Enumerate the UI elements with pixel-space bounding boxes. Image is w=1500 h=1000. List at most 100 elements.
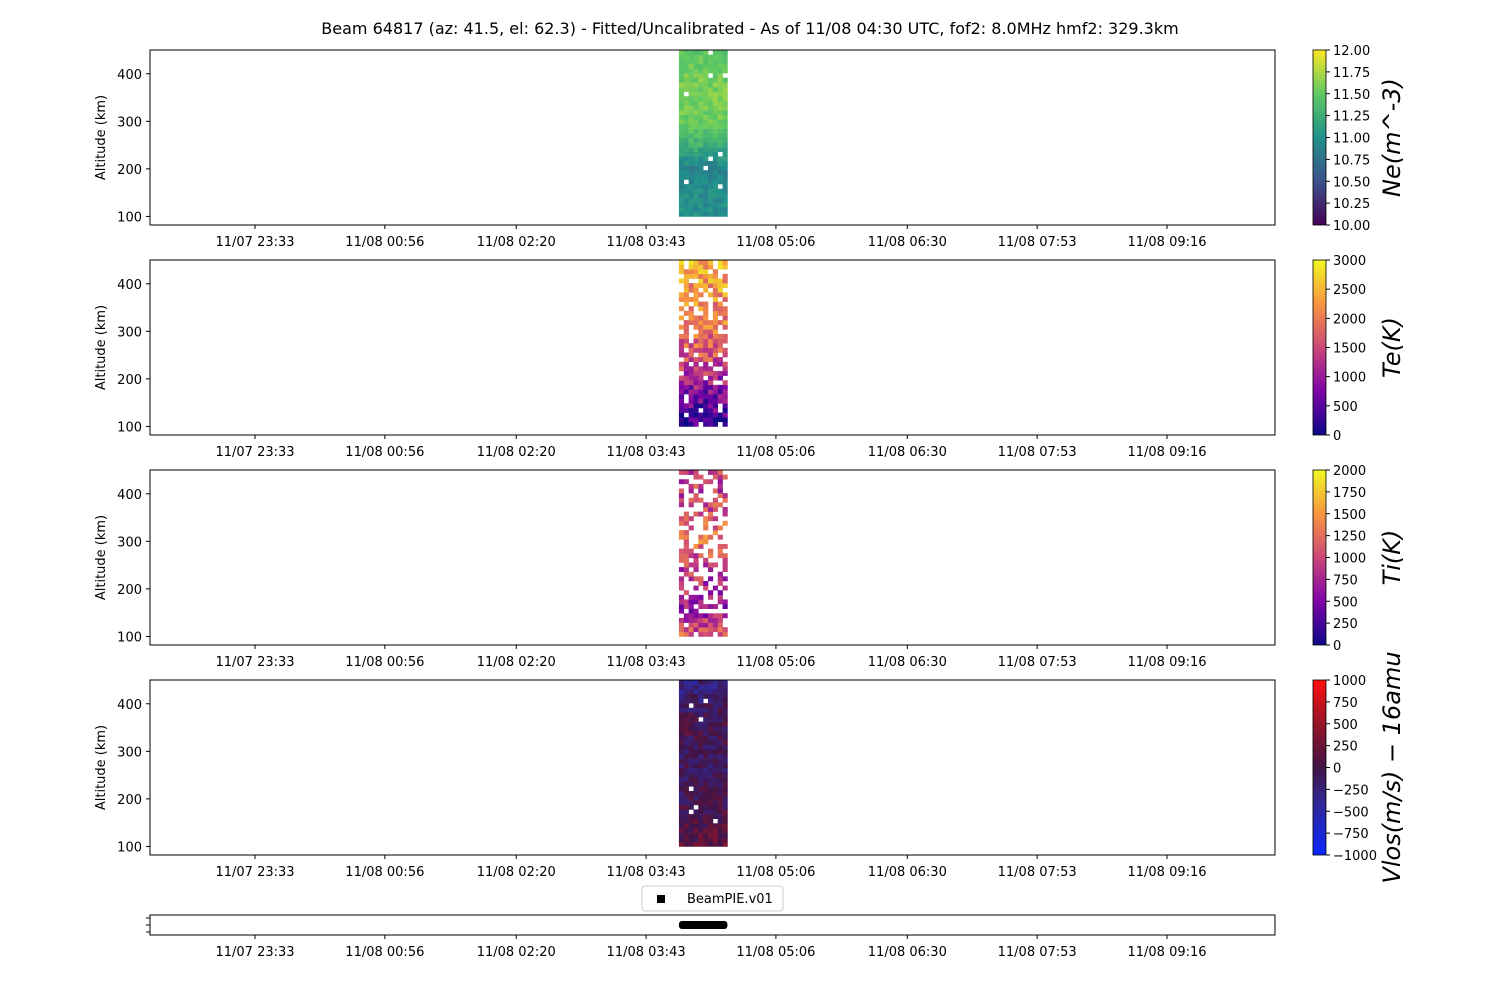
- te-panel-cell: [722, 306, 728, 312]
- vlos-panel-cell: [703, 703, 709, 709]
- vlos-panel-cell: [722, 777, 728, 783]
- ne-panel-cell: [722, 151, 728, 157]
- ne-panel-cell: [678, 123, 685, 129]
- ne-panel-cell: [708, 179, 714, 185]
- vlos-panel-cell: [717, 735, 723, 741]
- ti-panel-cell: [688, 622, 694, 628]
- ne-panel-cell: [722, 133, 728, 139]
- vlos-panel-cell: [688, 689, 694, 695]
- te-panel-cell: [722, 380, 728, 386]
- te-panel-colorbar-tick-label: 2000: [1333, 312, 1366, 327]
- ti-panel-axes-frame: [149, 469, 1276, 646]
- te-panel-cell: [693, 361, 699, 367]
- te-panel-ytick-label: 200: [117, 373, 142, 388]
- ne-panel-cell: [683, 110, 689, 116]
- te-panel-cell: [703, 343, 709, 349]
- vlos-panel-cell: [693, 781, 699, 787]
- ne-panel-cell: [678, 142, 685, 148]
- ne-panel-cell: [693, 207, 699, 213]
- te-panel-cell: [688, 287, 694, 293]
- ne-panel-cell: [712, 91, 719, 97]
- te-panel-cell: [698, 347, 704, 353]
- ti-panel-cell: [698, 627, 704, 633]
- vlos-panel-cell: [678, 777, 685, 783]
- vlos-panel-colorbar-label: Vlos(m/s) − 16amu: [1378, 651, 1406, 883]
- te-panel-cell: [708, 343, 714, 349]
- vlos-panel-cell: [693, 716, 699, 722]
- te-panel-cell: [698, 260, 704, 265]
- ne-panel-cell: [693, 128, 699, 134]
- ti-panel-cell: [708, 576, 714, 582]
- te-panel-cell: [712, 407, 719, 413]
- experiment-panel-xtick-label: 11/08 03:43: [607, 945, 686, 960]
- vlos-panel-cell: [678, 698, 685, 704]
- te-panel-cell: [703, 398, 709, 404]
- te-panel-cell: [693, 296, 699, 302]
- ne-panel-cell: [708, 174, 714, 180]
- te-panel-cell: [678, 394, 685, 399]
- ne-panel-cell: [712, 123, 719, 129]
- ne-panel-cell: [708, 211, 714, 217]
- vlos-panel-cell: [698, 790, 704, 796]
- ne-panel-cell: [722, 91, 728, 97]
- ne-panel-cell: [703, 211, 709, 217]
- te-panel-cell: [712, 389, 719, 395]
- vlos-panel-cell: [717, 744, 723, 750]
- ne-panel-cell: [717, 77, 723, 83]
- ne-panel-cell: [703, 77, 709, 83]
- te-panel-cell: [717, 384, 723, 390]
- vlos-panel-cell: [698, 781, 704, 787]
- te-panel-cell: [708, 366, 714, 372]
- ne-panel-cell: [688, 82, 694, 88]
- ne-panel-cell: [712, 165, 719, 171]
- ti-panel-cell: [712, 613, 719, 619]
- ne-panel-cell: [703, 86, 709, 92]
- vlos-panel-cell: [722, 689, 728, 695]
- vlos-panel-cell: [678, 841, 685, 847]
- vlos-panel-cell: [688, 804, 694, 810]
- ne-panel-cell: [722, 179, 728, 185]
- te-panel-cell: [717, 370, 723, 376]
- ne-panel-cell: [698, 96, 704, 102]
- vlos-panel-cell: [717, 749, 723, 755]
- te-panel-cell: [722, 333, 728, 339]
- te-panel-cell: [693, 347, 699, 353]
- ne-panel-cell: [683, 77, 689, 83]
- vlos-panel-cell: [703, 827, 709, 833]
- vlos-panel-cell: [703, 777, 709, 783]
- vlos-panel-cell: [693, 753, 699, 759]
- te-panel-cell: [683, 407, 689, 413]
- te-panel-cell: [703, 394, 709, 399]
- ne-panel-xtick-label: 11/08 00:56: [345, 235, 424, 250]
- ne-panel-cell: [693, 147, 699, 153]
- te-panel-cell: [683, 343, 689, 349]
- ti-panel-cell: [683, 516, 689, 522]
- te-panel-cell: [703, 407, 709, 413]
- ne-panel-cell: [688, 193, 694, 199]
- vlos-panel-cell: [688, 832, 694, 838]
- te-panel-cell: [688, 398, 694, 404]
- ne-panel-cell: [712, 73, 719, 79]
- ne-panel-cell: [712, 142, 719, 148]
- ne-panel-cell: [712, 207, 719, 213]
- vlos-panel-cell: [678, 832, 685, 838]
- ti-panel-cell: [688, 497, 694, 503]
- experiment-panel-xtick-label: 11/07 23:33: [215, 945, 294, 960]
- ti-panel-cell: [708, 479, 714, 485]
- ne-panel-cell: [698, 73, 704, 79]
- te-panel-cell: [693, 421, 699, 427]
- ne-panel-cell: [678, 73, 685, 79]
- ti-panel-cell: [678, 548, 685, 554]
- te-panel-cell: [688, 343, 694, 349]
- te-panel-cell: [722, 283, 728, 289]
- vlos-panel-cell: [688, 818, 694, 824]
- vlos-panel-cell: [678, 730, 685, 736]
- te-panel-cell: [688, 370, 694, 376]
- vlos-panel-cell: [678, 763, 685, 769]
- ne-panel-cell: [693, 174, 699, 180]
- ne-panel-cell: [703, 82, 709, 88]
- te-panel-cell: [693, 398, 699, 404]
- ne-panel-cell: [688, 123, 694, 129]
- vlos-panel-cell: [678, 767, 685, 773]
- ti-panel-cell: [698, 604, 704, 609]
